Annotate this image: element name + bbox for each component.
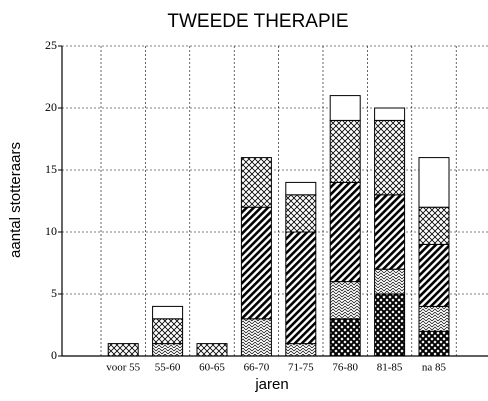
x-tick-label: voor 55 [106,362,140,374]
bar-segment [240,318,272,357]
bar-segment [152,305,184,320]
x-tick-label: 71-75 [288,362,314,374]
x-tick-label: na 85 [422,362,447,374]
y-axis-label: aantal stotteraars [7,142,24,258]
x-tick-label: 55-60 [155,362,181,374]
bar-segment [374,293,406,357]
bar-segment [329,281,361,320]
bar-segment [107,343,139,357]
x-tick-label: 81-85 [377,362,403,374]
bar-segment [418,206,450,245]
bars [107,95,450,357]
x-tick-label: 76-80 [332,362,358,374]
bar-segment [418,243,450,307]
y-tick-label: 15 [45,162,57,176]
y-tick-label: 0 [51,348,57,362]
bar-segment [285,343,317,357]
bar-segment [418,330,450,357]
bar-segment [285,231,317,345]
bar-segment [329,318,361,357]
x-axis-label: jaren [254,376,288,393]
bar-segment [418,305,450,332]
x-tick-label: 60-65 [199,362,225,374]
bar-segment [329,181,361,283]
chart-title: TWEEDE THERAPIE [167,11,348,32]
bar-segment [374,107,406,121]
bar-segment [152,318,184,345]
bar-segment [374,119,406,196]
bar-segment [329,119,361,183]
bar-segment [240,157,272,208]
y-tick-label: 20 [45,100,57,114]
bar-segment [285,181,317,196]
bar-segment [152,343,184,357]
bar-segment [285,194,317,233]
bar-segment [374,268,406,295]
bar-segment [329,95,361,121]
y-tick-label: 10 [45,224,57,238]
bar-segment [374,194,406,270]
y-tick-label: 25 [45,38,57,52]
y-tick-label: 5 [51,286,57,300]
x-tick-label: 66-70 [244,362,270,374]
bar-segment [418,157,450,208]
bar-segment [196,343,228,357]
bar-segment [240,206,272,320]
